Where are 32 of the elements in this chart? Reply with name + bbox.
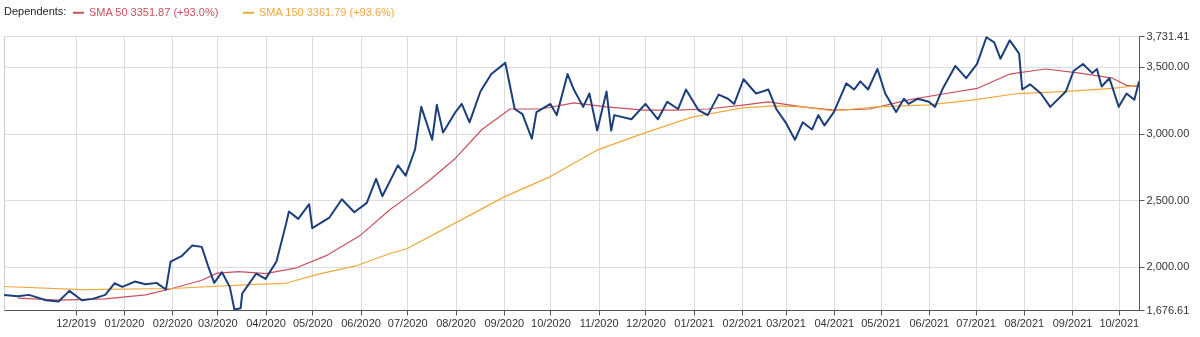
- x-tick-label: 12/2020: [626, 316, 666, 329]
- x-tick-label: 08/2020: [436, 316, 476, 329]
- x-tick-label: 02/2020: [152, 316, 193, 329]
- x-tick-label: 11/2020: [579, 316, 619, 329]
- x-tick-label: 03/2021: [766, 316, 806, 329]
- y-tick-label: 3,500.00: [1146, 60, 1190, 73]
- y-tick-label: 2,000.00: [1146, 260, 1190, 273]
- x-tick-label: 09/2021: [1052, 316, 1093, 329]
- x-tick-label: 07/2021: [956, 316, 996, 329]
- x-tick-label: 04/2020: [246, 316, 286, 329]
- x-tick-label: 07/2020: [387, 316, 428, 329]
- x-tick-label: 06/2021: [909, 316, 950, 329]
- x-tick-label: 04/2021: [814, 316, 855, 329]
- x-tick-label: 03/2020: [197, 316, 238, 329]
- legend-title: Dependents:: [4, 5, 67, 17]
- y-tick-label: 3,000.00: [1146, 127, 1190, 140]
- x-tick-label: 06/2020: [341, 316, 381, 329]
- legend-label: SMA 150 3361.79 (+93.6%): [259, 5, 395, 18]
- x-tick-label: 10/2020: [531, 316, 571, 329]
- y-tick-label: 3,731.41: [1146, 29, 1190, 42]
- x-tick-label: 05/2021: [861, 316, 901, 329]
- x-tick-label: 10/2021: [1099, 316, 1140, 329]
- x-tick-label: 09/2020: [484, 316, 525, 329]
- x-tick-label: 01/2021: [674, 316, 715, 329]
- x-tick-label: 12/2019: [56, 316, 96, 329]
- x-tick-label: 01/2020: [104, 316, 145, 329]
- x-tick-label: 08/2021: [1004, 316, 1045, 329]
- x-tick-label: 05/2020: [292, 316, 333, 329]
- y-tick-label: 1,676.61: [1146, 303, 1190, 316]
- y-tick-label: 2,500.00: [1146, 193, 1190, 206]
- legend-label: SMA 50 3351.87 (+93.0%): [89, 5, 219, 18]
- x-tick-label: 02/2021: [722, 316, 763, 329]
